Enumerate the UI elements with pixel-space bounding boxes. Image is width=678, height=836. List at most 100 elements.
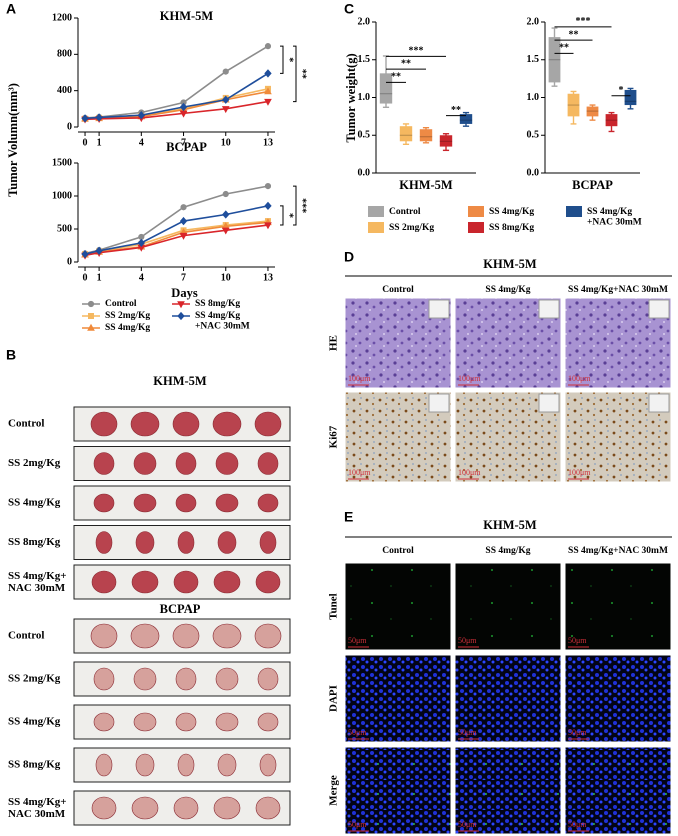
scale-bar-label: 50μm [348, 728, 367, 737]
box [624, 89, 637, 106]
x-tick-label: 4 [139, 137, 144, 148]
tumor [175, 493, 197, 513]
marker [264, 98, 272, 106]
marker [221, 227, 230, 235]
tumor [135, 753, 155, 777]
y-tick-label: 1.0 [358, 92, 371, 103]
scale-bar-label: 50μm [348, 636, 367, 645]
marker [264, 201, 272, 211]
tumor [90, 623, 118, 649]
micrograph [344, 562, 452, 651]
marker [264, 183, 272, 190]
tumor [91, 796, 117, 820]
tumor [215, 493, 239, 513]
marker [264, 222, 272, 230]
row-label: Control [8, 630, 44, 642]
tumor [133, 712, 157, 732]
marker [221, 106, 230, 114]
row-label: SS 4mg/Kg+ NAC 30mM [8, 570, 67, 594]
scale-bar-label: 50μm [458, 636, 477, 645]
row-label: Merge [328, 775, 340, 806]
row-label: Ki67 [328, 425, 340, 448]
x-tick-label: 13 [263, 137, 273, 148]
tumor [215, 712, 239, 732]
legend-label: SS 4mg/Kg [489, 207, 534, 217]
thumbnail [428, 393, 450, 413]
marker [177, 301, 185, 309]
tumor [172, 411, 200, 437]
y-tick-label: 1500 [52, 157, 72, 168]
chart-title: KHM-5M [160, 9, 214, 23]
marker [222, 190, 229, 198]
scale-bar-label: 100μm [348, 374, 371, 383]
y-tick-label: 0.0 [527, 167, 540, 178]
column-label: SS 4mg/Kg [485, 546, 530, 556]
legend-label: SS 8mg/Kg [489, 223, 534, 233]
y-tick-label: 0.5 [527, 130, 540, 141]
tumor [257, 712, 279, 732]
significance-label: ** [451, 105, 461, 116]
y-tick-label: 0.0 [358, 167, 371, 178]
row-label: DAPI [328, 685, 340, 712]
tumor [254, 411, 282, 437]
y-tick-label: 2.0 [527, 16, 540, 27]
panel-title: KHM-5M [483, 257, 537, 271]
x-axis-label: BCPAP [572, 178, 613, 192]
marker [222, 68, 229, 75]
marker [81, 114, 89, 123]
tumor [172, 623, 200, 649]
marker [87, 323, 95, 331]
box [439, 135, 453, 147]
tumor [217, 531, 237, 554]
y-tick-label: 0.5 [358, 130, 371, 141]
box [399, 126, 413, 142]
row-label: SS 4mg/Kg [8, 716, 61, 728]
significance-label: *** [297, 198, 308, 213]
marker [222, 210, 230, 219]
row-label: HE [328, 335, 340, 351]
tumor [259, 753, 277, 777]
row-label: SS 8mg/Kg [8, 759, 61, 771]
tumor [135, 531, 155, 554]
scale-bar-label: 100μm [568, 468, 591, 477]
marker [95, 246, 103, 255]
box [586, 106, 599, 117]
tumor [215, 667, 239, 691]
tumor [213, 796, 241, 820]
y-tick-label: 500 [57, 223, 72, 234]
scale-bar-label: 100μm [458, 374, 481, 383]
significance-label: *** [576, 16, 591, 27]
tumor [93, 667, 115, 691]
series-line [84, 224, 269, 257]
scale-bar-label: 50μm [568, 636, 587, 645]
tumor [175, 667, 197, 691]
legend-label: Control [389, 207, 421, 217]
tumor [217, 753, 237, 777]
series-line [84, 185, 269, 255]
marker [95, 113, 103, 122]
marker [177, 311, 185, 321]
tumor [212, 623, 242, 649]
tumor [254, 623, 282, 649]
micrograph [564, 654, 672, 743]
thumbnail [538, 393, 560, 413]
significance-label: * [284, 57, 295, 62]
legend-label: SS 4mg/Kg +NAC 30mM [587, 207, 642, 227]
tumor [257, 452, 279, 475]
tumor [90, 411, 118, 437]
tumor [213, 570, 241, 594]
x-tick-label: 7 [181, 272, 186, 283]
scale-bar-label: 100μm [458, 468, 481, 477]
marker [180, 204, 187, 211]
tumor [259, 531, 277, 554]
x-tick-label: 4 [139, 272, 144, 283]
legend-label: SS 8mg/Kg [195, 299, 240, 309]
column-label: SS 4mg/Kg [485, 285, 530, 295]
x-axis-label: KHM-5M [399, 178, 453, 192]
micrograph [454, 562, 562, 651]
marker [137, 238, 145, 248]
box [567, 93, 580, 117]
x-axis-label: Days [171, 286, 198, 300]
x-tick-label: 10 [221, 137, 231, 148]
